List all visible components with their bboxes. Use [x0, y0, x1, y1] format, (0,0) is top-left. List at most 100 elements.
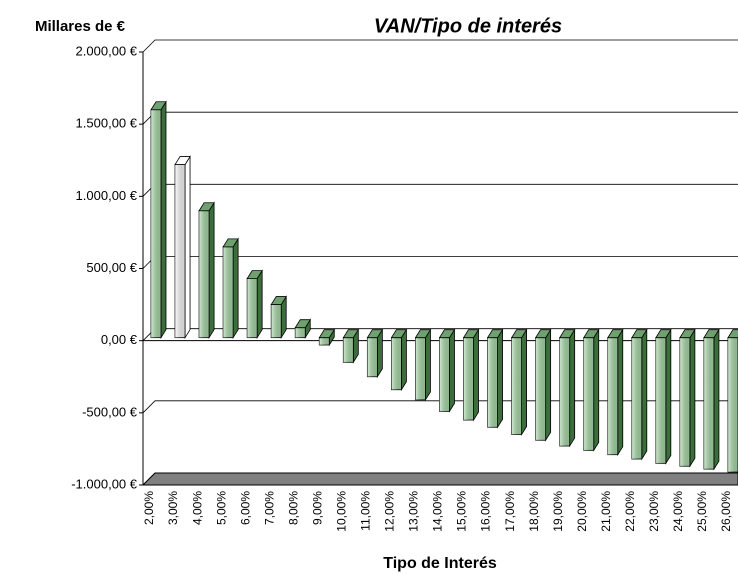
- bar: [558, 328, 576, 448]
- grid-line: [142, 39, 738, 53]
- floor: [141, 472, 738, 486]
- x-tick-label: 23,00%: [647, 491, 661, 532]
- bar-face: [415, 337, 426, 400]
- bar-face: [593, 328, 600, 452]
- bar-face: [246, 270, 263, 280]
- x-tick-label: 26,00%: [719, 491, 733, 532]
- bar-face: [617, 328, 624, 457]
- bar-face: [486, 329, 504, 339]
- bar: [150, 100, 167, 340]
- bar-face: [342, 329, 360, 339]
- bar-face: [558, 329, 576, 339]
- bar-face: [270, 296, 287, 305]
- x-tick-label: 14,00%: [431, 491, 445, 532]
- bar-face: [174, 156, 191, 165]
- bar-face: [232, 237, 239, 340]
- bar-face: [559, 337, 570, 447]
- y-tick-label: 500,00 €: [86, 260, 137, 275]
- bar-face: [582, 329, 600, 339]
- bar-face: [631, 329, 648, 339]
- bar-face: [497, 328, 503, 429]
- bar-face: [256, 269, 263, 340]
- x-tick-label: 22,00%: [623, 491, 637, 532]
- bar-face: [727, 329, 738, 339]
- x-tick-label: 9,00%: [310, 491, 324, 525]
- bar-face: [318, 329, 336, 339]
- x-tick-label: 10,00%: [334, 491, 348, 532]
- bar-face: [655, 329, 672, 339]
- bar-face: [607, 337, 618, 455]
- bar-face: [665, 328, 672, 465]
- bar-face: [414, 329, 432, 339]
- x-tick-label: 15,00%: [455, 491, 469, 532]
- bar-face: [198, 202, 215, 212]
- x-tick-label: 11,00%: [359, 491, 373, 531]
- bar-face: [438, 329, 456, 339]
- bar-face: [521, 328, 527, 436]
- y-tick-label: -500,00 €: [82, 404, 138, 419]
- bar-face: [655, 337, 666, 464]
- x-tick-label: 5,00%: [214, 491, 228, 525]
- bar-face: [425, 328, 431, 402]
- x-axis-label: Tipo de Interés: [383, 555, 497, 572]
- x-tick-label: 18,00%: [527, 491, 541, 532]
- bar-face: [511, 337, 522, 435]
- y-tick-label: 1.000,00 €: [76, 188, 138, 203]
- x-tick-label: 16,00%: [479, 491, 493, 532]
- x-tick-label: 8,00%: [286, 491, 300, 525]
- bar-face: [607, 329, 624, 339]
- x-tick-label: 7,00%: [262, 491, 276, 525]
- bar: [174, 155, 191, 340]
- bar-face: [439, 337, 450, 412]
- bar-face: [641, 328, 648, 461]
- bar: [438, 328, 456, 413]
- bar-face: [295, 327, 306, 338]
- bar-face: [151, 109, 161, 338]
- bar-face: [208, 201, 215, 340]
- bar: [510, 328, 528, 436]
- bar-face: [569, 328, 576, 448]
- bar-face: [713, 328, 720, 471]
- bar-face: [400, 328, 407, 392]
- bar: [414, 328, 432, 402]
- bar-face: [390, 329, 408, 339]
- bar-face: [294, 319, 311, 329]
- x-tick-label: 4,00%: [190, 491, 204, 525]
- bar-face: [391, 337, 402, 390]
- bar: [270, 295, 287, 340]
- y-tick-label: 1.500,00 €: [76, 116, 138, 131]
- bar: [534, 328, 552, 442]
- bar: [342, 328, 360, 364]
- bar: [318, 328, 336, 347]
- bar: [390, 328, 408, 392]
- bar-face: [449, 328, 455, 413]
- bar: [631, 328, 648, 461]
- x-tick-label: 21,00%: [599, 491, 613, 532]
- bar: [655, 328, 672, 465]
- bar: [222, 237, 239, 340]
- bar-face: [510, 329, 528, 339]
- x-tick-label: 13,00%: [407, 491, 421, 532]
- x-tick-label: 12,00%: [383, 491, 397, 532]
- bar-face: [199, 210, 210, 338]
- x-tick-label: 24,00%: [671, 491, 685, 532]
- bar-face: [703, 329, 720, 339]
- bar-face: [473, 328, 479, 422]
- bar-face: [175, 164, 186, 338]
- x-tick-label: 3,00%: [166, 491, 180, 525]
- bar-face: [223, 246, 234, 338]
- bar: [582, 328, 600, 452]
- bar: [703, 328, 720, 471]
- bar-face: [367, 337, 378, 377]
- x-tick-label: 17,00%: [503, 491, 517, 532]
- bar-face: [319, 337, 330, 345]
- x-tick-label: 20,00%: [575, 491, 589, 532]
- bar-face: [271, 304, 282, 338]
- y-tick-label: 2.000,00 €: [76, 43, 138, 58]
- bar: [679, 328, 696, 468]
- bar: [486, 328, 504, 429]
- bar-face: [631, 337, 642, 460]
- x-tick-label: 2,00%: [142, 491, 156, 525]
- bar-face: [463, 337, 474, 421]
